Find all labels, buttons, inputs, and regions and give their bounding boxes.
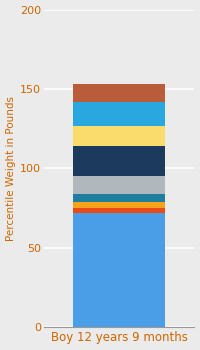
Y-axis label: Percentile Weight in Pounds: Percentile Weight in Pounds — [6, 96, 16, 241]
Bar — [73, 126, 165, 146]
Bar — [73, 194, 165, 202]
Bar — [73, 208, 165, 213]
Bar — [73, 176, 165, 194]
Bar — [73, 84, 165, 102]
Bar — [73, 102, 165, 126]
Bar — [73, 146, 165, 176]
Bar — [73, 202, 165, 208]
Bar — [73, 213, 165, 327]
